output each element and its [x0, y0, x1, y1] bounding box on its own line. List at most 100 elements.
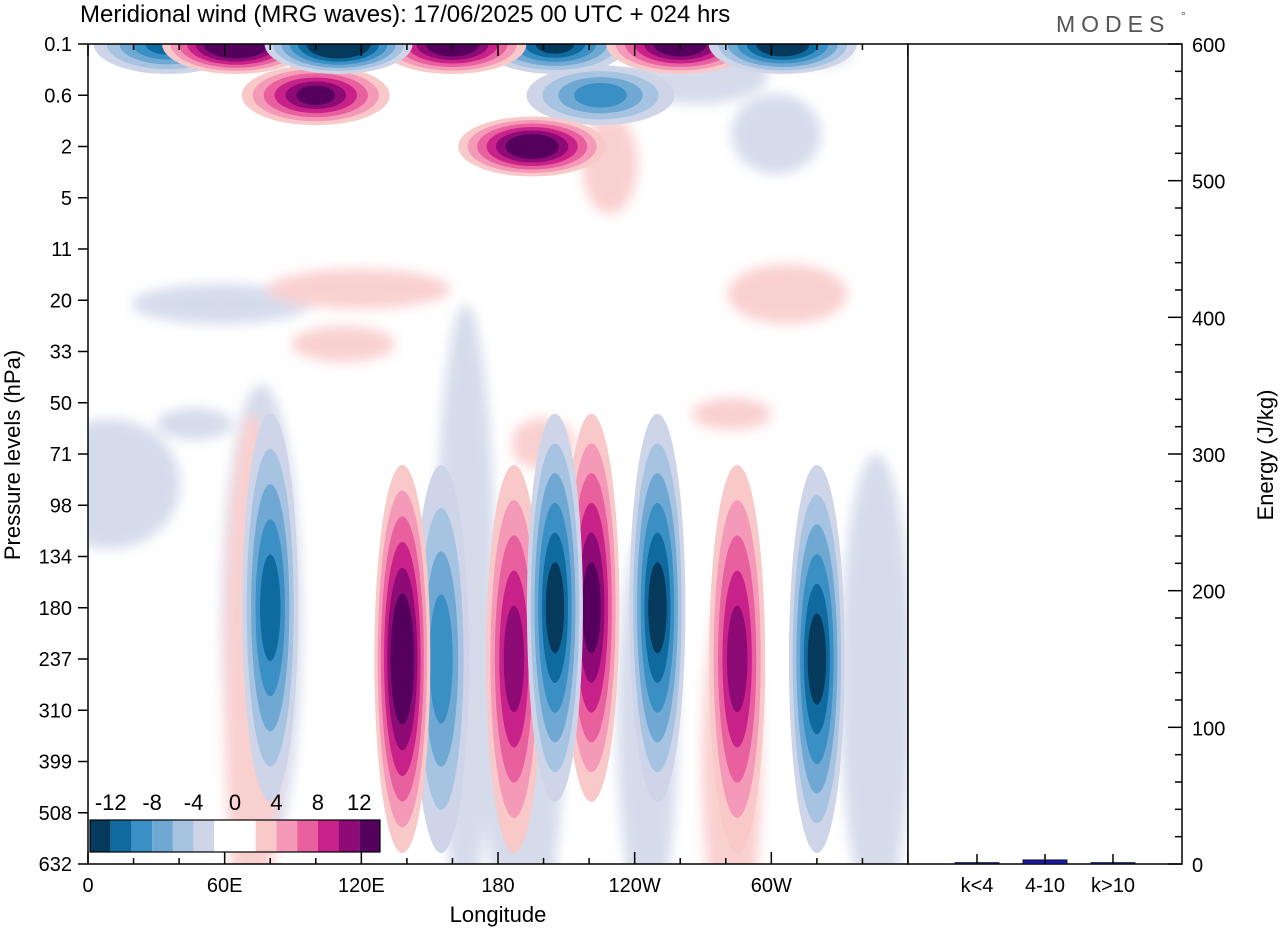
contour-level	[429, 594, 453, 724]
colorbar-swatch	[214, 820, 235, 852]
contour-level	[220, 44, 252, 53]
energy-tick-label: 600	[1192, 35, 1225, 57]
y-tick-label: 0.6	[44, 85, 72, 107]
colorbar-swatch	[152, 820, 173, 852]
y-tick-label: 98	[50, 495, 72, 517]
wave-extremum	[458, 116, 607, 177]
colorbar-label: -8	[142, 790, 162, 815]
colorbar-label: 0	[229, 790, 241, 815]
colorbar-swatch	[255, 820, 277, 852]
wave-extremum	[629, 413, 686, 802]
y-tick-label: 2	[61, 137, 72, 159]
contour-patch	[840, 454, 908, 864]
y-tick-label: 0.1	[44, 34, 72, 56]
colorbar-label: 4	[270, 790, 282, 815]
colorbar-swatch	[90, 820, 111, 852]
contour-level	[648, 562, 667, 654]
contour-patch	[156, 408, 233, 440]
y-tick-label: 134	[39, 547, 72, 569]
contour-patch	[131, 284, 312, 324]
y-tick-label: 632	[39, 854, 72, 876]
energy-tick-label: 0	[1192, 855, 1203, 877]
wave-extremum	[788, 465, 845, 853]
chart-title: Meridional wind (MRG waves): 17/06/2025 …	[80, 1, 730, 28]
contour-level	[503, 605, 525, 713]
contour-level	[807, 613, 827, 705]
contour-level	[545, 562, 565, 654]
contour-level	[393, 619, 411, 699]
contour-level	[296, 85, 336, 105]
heatmap-panel: 0.1 0.6 2 5 11 20 33 50 71 98 134 180 237 310 399 508 63…	[0, 34, 909, 927]
energy-frame	[907, 43, 1183, 865]
contour-patch	[727, 264, 848, 324]
y-tick-label: 180	[39, 598, 72, 620]
contour-fills	[88, 44, 908, 864]
pressure-axis: 0.1 0.6 2 5 11 20 33 50 71 98 134 180 237 310 399 508 63…	[39, 34, 88, 876]
y-tick-label: 508	[39, 803, 72, 825]
colorbar-label: 8	[312, 790, 324, 815]
wave-extremum	[264, 44, 413, 74]
wave-extremum	[526, 65, 675, 126]
contour-level	[535, 44, 575, 54]
contour-level	[322, 44, 355, 53]
contour-patch	[691, 398, 772, 430]
colorbar-swatch	[297, 820, 318, 852]
colorbar-swatch	[338, 820, 360, 852]
brand-logo: MODES	[1056, 11, 1170, 37]
wave-extremum	[378, 44, 527, 74]
brand-mark: °	[1181, 9, 1186, 23]
contour-patch	[291, 326, 396, 362]
y-tick-label: 310	[39, 700, 72, 722]
x-axis-label: Longitude	[450, 902, 547, 927]
x-tick-label: 60E	[207, 875, 243, 897]
x-tick-label: 120W	[609, 875, 661, 897]
longitude-axis: 0 60E 120E 180 120W 60W	[82, 44, 909, 897]
wave-extremum	[242, 413, 299, 802]
y-tick-label: 50	[50, 393, 72, 415]
colorbar-swatch	[359, 820, 380, 852]
x-tick-label: 180	[481, 875, 514, 897]
energy-tick-label: 300	[1192, 445, 1225, 467]
y-tick-label: 237	[39, 649, 72, 671]
colorbar-swatch	[131, 820, 153, 852]
contour-level	[574, 82, 627, 108]
colorbar-swatch	[172, 820, 194, 852]
energy-tick-label: 200	[1192, 582, 1225, 604]
energy-category-label: k<4	[961, 875, 994, 897]
energy-tick-label: 500	[1192, 172, 1225, 194]
contour-patch	[731, 94, 822, 174]
contour-level	[582, 562, 601, 654]
colorbar-label: -12	[95, 790, 127, 815]
colorbar: -12 -8 -4 0 4 8 12	[89, 790, 381, 853]
contour-level	[260, 554, 281, 662]
y-tick-label: 399	[39, 752, 72, 774]
y-axis-label: Pressure levels (hPa)	[0, 350, 25, 560]
colorbar-swatch	[110, 820, 132, 852]
energy-tick-label: 400	[1192, 308, 1225, 330]
contour-level	[726, 605, 748, 713]
contour-patch	[88, 419, 181, 549]
energy-category-label: k>10	[1091, 875, 1135, 897]
x-tick-label: 0	[82, 875, 93, 897]
x-tick-label: 60W	[751, 875, 792, 897]
energy-bars: k<4 4-10 k>10	[954, 854, 1136, 897]
contour-patch	[266, 269, 451, 309]
wave-extremum	[709, 465, 766, 853]
y-tick-label: 71	[50, 444, 72, 466]
x-tick-label: 120E	[338, 875, 385, 897]
energy-axis: 0 100 200 300 400 500 600	[1168, 35, 1225, 877]
wave-extremum	[526, 413, 583, 802]
contour-level	[765, 44, 800, 53]
energy-axis-label: Energy (J/kg)	[1253, 390, 1278, 521]
energy-panel: k<4 4-10 k>10 0 100 200 300 400 500 600 Energy (…	[907, 35, 1278, 897]
y-tick-label: 5	[61, 188, 72, 210]
wave-extremum	[413, 465, 470, 853]
wave-extremum	[374, 465, 431, 853]
colorbar-label: 12	[347, 790, 371, 815]
wave-extremum	[241, 65, 390, 126]
colorbar-swatch	[193, 820, 215, 852]
wave-extremum	[708, 44, 857, 74]
colorbar-swatch	[317, 820, 339, 852]
y-tick-label: 11	[51, 239, 72, 261]
